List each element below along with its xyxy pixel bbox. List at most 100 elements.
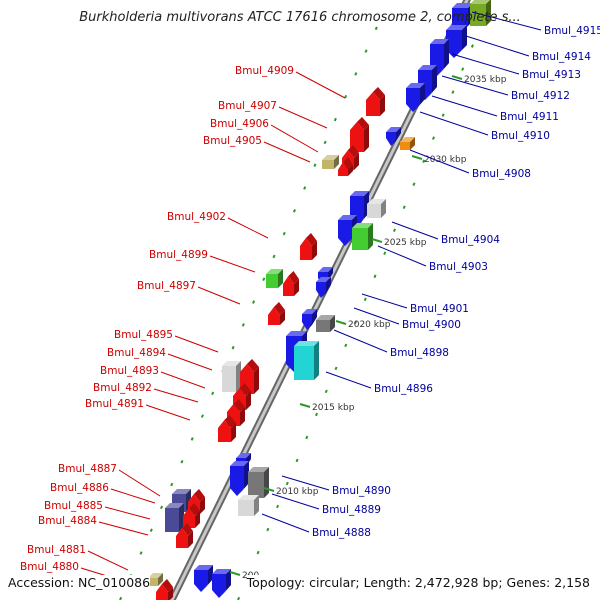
gene-glyph-right-17 [294, 341, 319, 380]
gene-glyph-left-0 [366, 87, 385, 116]
gene-label-Bmul_4897: Bmul_4897 [137, 280, 196, 292]
scale-tick-mark-2 [371, 238, 383, 243]
scale-tick-mark-1 [411, 155, 423, 160]
leader-line-Bmul_4915 [471, 11, 542, 31]
gene-label-Bmul_4911: Bmul_4911 [500, 111, 559, 123]
gene-label-Bmul_4880: Bmul_4880 [20, 561, 79, 573]
gene-glyph-right-7 [400, 137, 415, 150]
gene-label-Bmul_4905: Bmul_4905 [203, 135, 262, 147]
leader-line-Bmul_4912 [441, 75, 509, 96]
gene-glyph-left-4 [338, 157, 353, 176]
gene-label-Bmul_4889: Bmul_4889 [322, 504, 381, 516]
gene-glyph-right-22 [194, 565, 213, 592]
leader-line-Bmul_4899 [209, 255, 256, 273]
gene-label-Bmul_4881: Bmul_4881 [27, 544, 86, 556]
leader-line-Bmul_4897 [197, 286, 241, 305]
leader-line-Bmul_4906 [270, 124, 319, 153]
leader-line-Bmul_4891 [145, 404, 191, 421]
gene-glyph-left-13 [218, 415, 236, 442]
leader-line-Bmul_4887 [118, 469, 161, 497]
gene-glyph-left-19 [148, 573, 163, 586]
gene-glyph-right-21 [238, 495, 259, 516]
gene-glyph-right-1 [470, 0, 491, 26]
gene-label-Bmul_4903: Bmul_4903 [429, 261, 488, 273]
leader-line-Bmul_4885 [104, 506, 151, 520]
gene-glyph-left-17 [183, 503, 200, 528]
gene-label-Bmul_4915: Bmul_4915 [544, 25, 600, 37]
leader-line-Bmul_4905 [263, 141, 311, 163]
topology-stats: Topology: circular; Length: 2,472,928 bp… [246, 575, 590, 590]
leader-line-Bmul_4898 [333, 329, 388, 353]
leader-line-Bmul_4911 [431, 95, 498, 117]
gene-label-Bmul_4907: Bmul_4907 [218, 100, 277, 112]
leader-line-Bmul_4896 [325, 371, 372, 389]
gene-label-Bmul_4900: Bmul_4900 [402, 319, 461, 331]
leader-line-Bmul_4892 [153, 388, 199, 403]
leader-line-Bmul_4902 [227, 217, 269, 239]
gene-glyph-left-18 [176, 523, 193, 548]
gene-label-Bmul_4912: Bmul_4912 [511, 90, 570, 102]
scale-tick-mark-4 [299, 403, 311, 408]
leader-line-Bmul_4901 [361, 293, 408, 309]
gene-label-Bmul_4888: Bmul_4888 [312, 527, 371, 539]
gene-label-Bmul_4898: Bmul_4898 [390, 347, 449, 359]
gene-glyph-left-1 [350, 117, 369, 152]
gene-label-Bmul_4887: Bmul_4887 [58, 463, 117, 475]
gene-label-Bmul_4894: Bmul_4894 [107, 347, 166, 359]
leader-line-Bmul_4900 [353, 307, 400, 325]
gene-glyph-right-13 [316, 277, 331, 298]
scale-tick-mark-5 [263, 487, 275, 492]
gene-glyph-right-10 [338, 215, 357, 246]
gene-label-Bmul_4893: Bmul_4893 [100, 365, 159, 377]
gene-label-Bmul_4901: Bmul_4901 [410, 303, 469, 315]
leader-line-Bmul_4903 [377, 245, 427, 267]
gene-glyph-left-5 [300, 233, 317, 260]
leader-line-Bmul_4881 [87, 550, 129, 571]
leader-line-Bmul_4895 [174, 335, 219, 353]
leader-line-Bmul_4893 [160, 371, 206, 389]
gene-glyph-left-9 [222, 361, 241, 392]
leader-line-Bmul_4908 [409, 149, 470, 174]
scale-tick-label: 2020 kbp [348, 320, 391, 330]
gene-label-Bmul_4890: Bmul_4890 [332, 485, 391, 497]
scale-tick-mark-3 [335, 320, 347, 325]
gene-glyph-left-6 [266, 269, 283, 288]
accession-text: Accession: NC_010086 [8, 575, 151, 590]
gene-glyph-right-9 [367, 199, 386, 218]
leader-line-Bmul_4890 [281, 475, 330, 491]
gene-glyph-right-2 [446, 25, 467, 58]
gene-label-Bmul_4885: Bmul_4885 [44, 500, 103, 512]
gene-glyph-right-15 [316, 315, 335, 332]
gene-label-Bmul_4892: Bmul_4892 [93, 382, 152, 394]
scale-tick-label: 2030 kbp [424, 155, 467, 165]
gene-label-Bmul_4899: Bmul_4899 [149, 249, 208, 261]
leader-line-Bmul_4889 [271, 493, 320, 510]
gene-label-Bmul_4910: Bmul_4910 [491, 130, 550, 142]
leader-line-Bmul_4894 [167, 353, 213, 371]
scale-tick-label: 2035 kbp [464, 75, 507, 85]
gene-label-Bmul_4906: Bmul_4906 [210, 118, 269, 130]
scale-tick-label: 2015 kbp [312, 403, 355, 413]
gene-label-Bmul_4909: Bmul_4909 [235, 65, 294, 77]
gene-label-Bmul_4908: Bmul_4908 [472, 168, 531, 180]
gene-label-Bmul_4884: Bmul_4884 [38, 515, 97, 527]
gene-label-Bmul_4886: Bmul_4886 [50, 482, 109, 494]
leader-line-Bmul_4910 [419, 111, 489, 136]
gene-glyph-right-11 [352, 223, 373, 250]
leader-line-Bmul_4909 [295, 71, 346, 99]
gene-glyph-right-23 [212, 569, 231, 598]
gene-glyph-left-15 [165, 503, 184, 532]
scale-tick-label: 2025 kbp [384, 238, 427, 248]
scale-tick-mark-0 [451, 75, 463, 80]
gene-glyph-left-12 [227, 399, 245, 426]
track-right-outer [237, 39, 476, 600]
gene-glyph-left-20 [156, 579, 173, 600]
gene-glyph-right-5 [406, 83, 425, 112]
gene-label-Bmul_4913: Bmul_4913 [522, 69, 581, 81]
gene-label-Bmul_4895: Bmul_4895 [114, 329, 173, 341]
leader-line-Bmul_4904 [391, 221, 439, 240]
gene-glyph-left-3 [322, 155, 339, 169]
leader-line-Bmul_4914 [465, 35, 530, 57]
